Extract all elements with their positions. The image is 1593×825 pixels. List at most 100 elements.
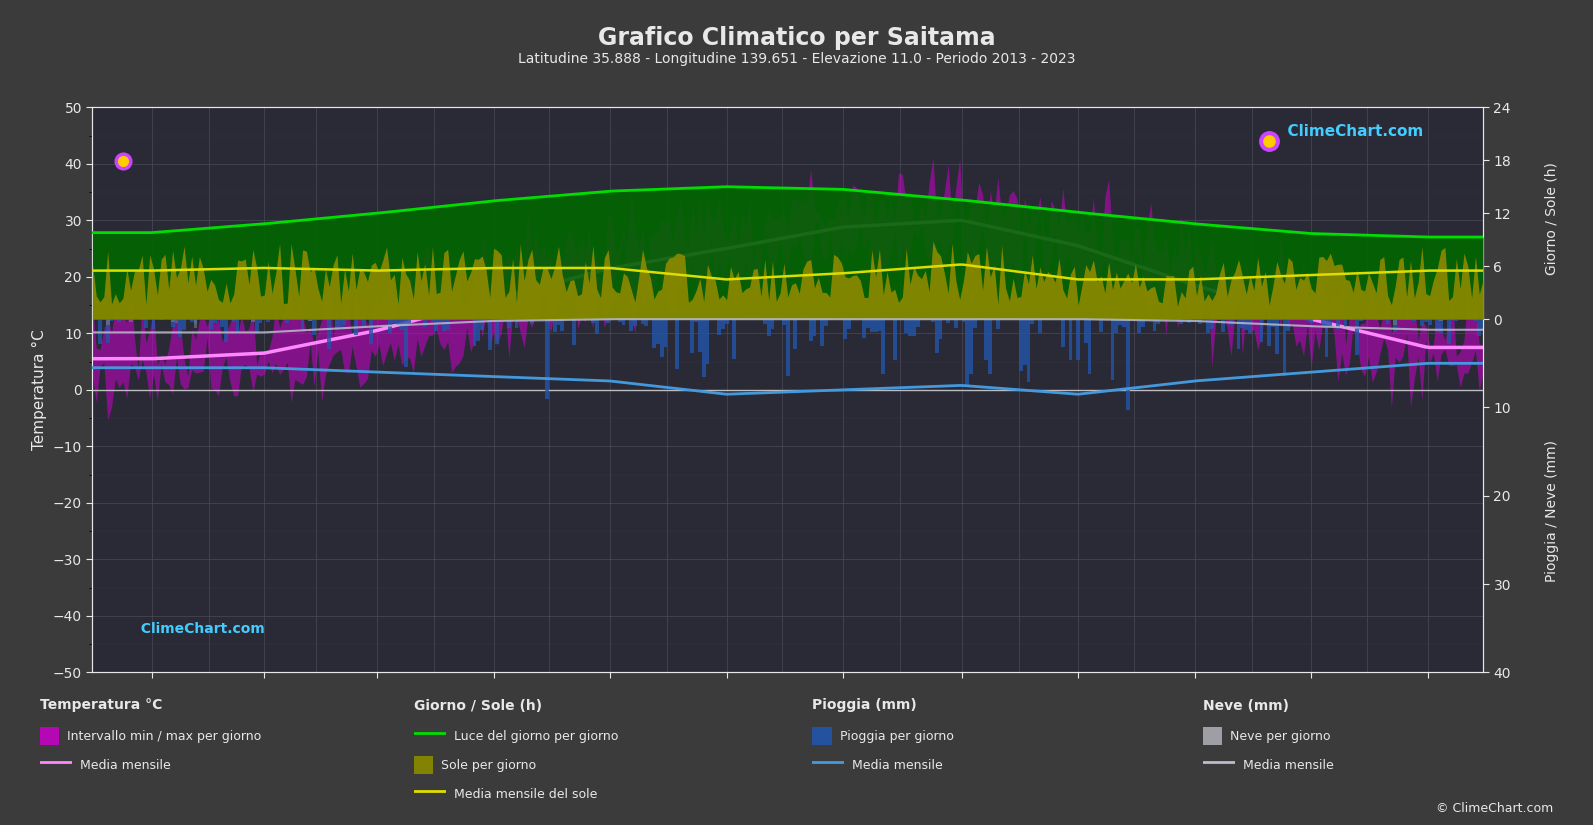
Y-axis label: Temperatura °C: Temperatura °C — [32, 329, 48, 450]
Bar — [362, 319, 365, 327]
Bar — [1329, 319, 1332, 327]
Bar — [618, 319, 621, 322]
Bar — [572, 319, 575, 346]
Bar — [430, 319, 435, 322]
Bar — [1031, 319, 1034, 323]
Bar — [441, 319, 446, 331]
Bar — [690, 319, 695, 353]
Bar — [143, 319, 148, 328]
Bar — [438, 319, 441, 323]
Bar — [1474, 319, 1477, 321]
Bar — [1153, 319, 1157, 331]
Bar — [1137, 319, 1141, 333]
Bar — [996, 319, 1000, 329]
Bar — [178, 319, 182, 337]
Bar — [545, 319, 550, 399]
Bar — [236, 319, 239, 332]
Bar — [878, 319, 881, 332]
Bar — [908, 319, 911, 337]
Bar — [1039, 319, 1042, 333]
Bar — [1321, 319, 1324, 328]
Bar — [312, 319, 315, 335]
Bar — [487, 319, 492, 350]
Bar — [1359, 319, 1362, 320]
Bar — [1443, 319, 1446, 320]
Bar — [91, 319, 94, 331]
Text: Giorno / Sole (h): Giorno / Sole (h) — [1545, 163, 1558, 275]
Bar — [110, 319, 113, 321]
Bar — [652, 319, 656, 347]
Bar — [1359, 319, 1362, 321]
Bar — [930, 319, 935, 322]
Bar — [1115, 319, 1118, 333]
Bar — [645, 319, 648, 326]
Bar — [315, 319, 320, 320]
Bar — [1305, 319, 1309, 321]
Bar — [935, 319, 938, 353]
Bar — [518, 319, 523, 321]
Bar — [1241, 319, 1244, 328]
Text: Luce del giorno per giorno: Luce del giorno per giorno — [454, 730, 618, 743]
Bar — [1026, 319, 1031, 382]
Bar — [1286, 319, 1290, 331]
Bar — [954, 319, 957, 328]
Bar — [105, 319, 110, 325]
Bar — [392, 319, 397, 323]
Bar — [717, 319, 722, 335]
Bar — [1141, 319, 1145, 328]
Text: Media mensile: Media mensile — [852, 759, 943, 772]
Bar — [973, 319, 977, 328]
Bar — [105, 319, 110, 343]
Bar — [151, 319, 156, 329]
Bar — [118, 319, 121, 322]
Bar — [309, 319, 312, 321]
Text: Temperatura °C: Temperatura °C — [40, 699, 162, 713]
Bar — [1400, 319, 1405, 320]
Bar — [809, 319, 812, 341]
Bar — [793, 319, 796, 349]
Bar — [905, 319, 908, 332]
Text: Giorno / Sole (h): Giorno / Sole (h) — [414, 699, 542, 713]
Bar — [881, 319, 886, 374]
Bar — [346, 319, 350, 320]
Bar — [446, 319, 449, 330]
Bar — [1356, 319, 1359, 356]
Bar — [258, 319, 263, 323]
Text: Latitudine 35.888 - Longitudine 139.651 - Elevazione 11.0 - Periodo 2013 - 2023: Latitudine 35.888 - Longitudine 139.651 … — [518, 52, 1075, 66]
Text: Intervallo min / max per giorno: Intervallo min / max per giorno — [67, 730, 261, 743]
Bar — [1413, 319, 1416, 321]
Bar — [1118, 319, 1121, 325]
Bar — [820, 319, 824, 346]
Bar — [1309, 319, 1313, 323]
Bar — [213, 319, 217, 323]
Bar — [969, 319, 973, 375]
Bar — [785, 319, 790, 376]
Bar — [1088, 319, 1091, 374]
Bar — [722, 319, 725, 329]
Bar — [473, 319, 476, 346]
Bar — [1249, 319, 1252, 334]
Bar — [384, 319, 389, 320]
Bar — [400, 319, 403, 330]
Bar — [847, 319, 851, 329]
Bar — [766, 319, 771, 336]
Bar — [1244, 319, 1249, 330]
Bar — [515, 319, 518, 328]
Bar — [1394, 319, 1397, 332]
Bar — [1435, 319, 1438, 332]
Bar — [301, 319, 304, 330]
Bar — [1337, 319, 1340, 328]
Bar — [1260, 319, 1263, 342]
Bar — [984, 319, 988, 360]
Text: Pioggia / Neve (mm): Pioggia / Neve (mm) — [1545, 441, 1558, 582]
Bar — [266, 319, 271, 322]
Bar — [741, 319, 744, 320]
Bar — [1211, 319, 1214, 329]
Bar — [938, 319, 943, 339]
Bar — [252, 319, 255, 322]
Bar — [175, 319, 178, 323]
Bar — [1343, 319, 1348, 327]
Bar — [1282, 319, 1286, 376]
Bar — [408, 319, 411, 325]
Bar — [556, 319, 561, 325]
